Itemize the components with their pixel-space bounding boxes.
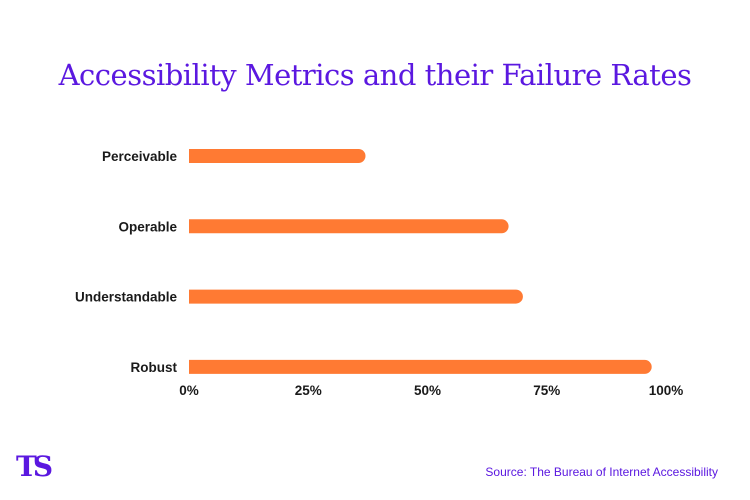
brand-logo: TS (16, 450, 53, 483)
x-tick-label: 100% (649, 383, 684, 398)
bar-understandable (189, 289, 523, 304)
category-label: Operable (118, 219, 177, 234)
x-tick-label: 0% (179, 383, 199, 398)
category-label: Perceivable (102, 149, 178, 164)
bar-perceivable (189, 149, 366, 163)
category-label: Understandable (75, 290, 178, 305)
x-tick-label: 25% (295, 383, 322, 398)
x-tick-label: 75% (533, 383, 560, 398)
x-tick-label: 50% (414, 383, 441, 398)
category-label: Robust (131, 360, 178, 375)
bar-operable (189, 219, 509, 234)
source-note: Source: The Bureau of Internet Accessibi… (485, 465, 718, 479)
bar-chart: Perceivable Operable Understandable Robust0… (75, 149, 684, 398)
bar-robust (189, 359, 652, 374)
chart-title: Accessibility Metrics and their Failure … (58, 58, 692, 92)
